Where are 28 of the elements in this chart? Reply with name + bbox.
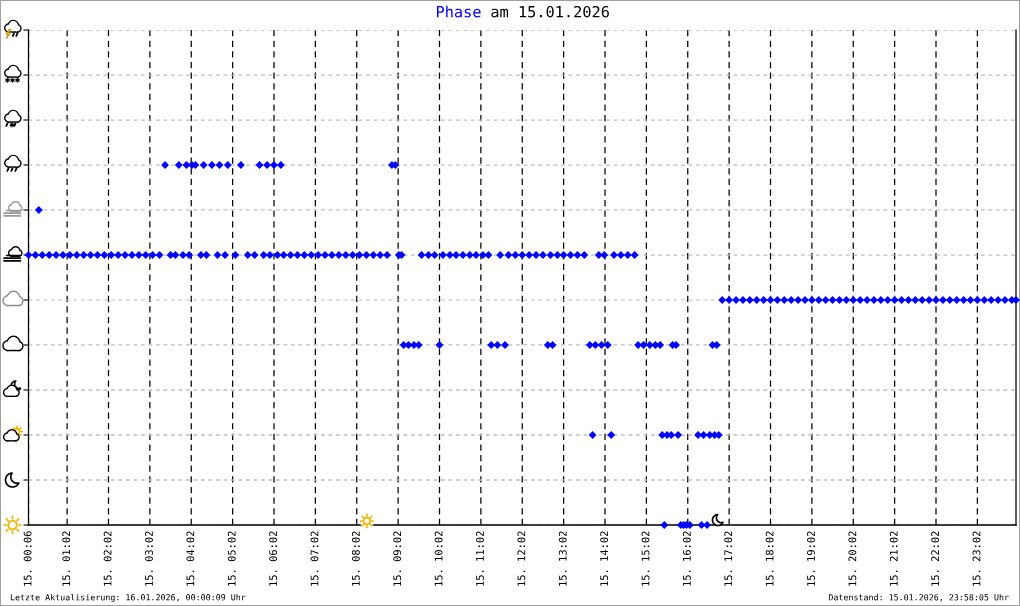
x-tick-label: 15. 22:02	[931, 531, 940, 586]
text: Phase	[437, 5, 481, 18]
x-tick-label: 15. 17:02	[724, 531, 733, 586]
chart-title: am 15.01.2026	[491, 5, 609, 18]
x-tick-label: 15. 09:02	[393, 531, 402, 586]
x-tick-label: 15. 15:02	[641, 531, 650, 586]
x-tick-label: 15. 02:02	[103, 531, 112, 586]
x-tick-label: 15. 07:02	[310, 531, 319, 586]
x-tick-label: 15. 04:02	[186, 531, 195, 586]
text: Datenstand: 15.01.2026, 23:58:05 Uhr	[828, 593, 1009, 602]
x-tick-label: 15. 20:02	[848, 531, 857, 586]
x-tick-label: 15. 01:02	[62, 531, 71, 586]
text: Letzte Aktualisierung: 16.01.2026, 00:00:09 Uhr	[10, 593, 246, 603]
x-tick-label: 15. 08:02	[351, 531, 360, 586]
x-tick-label: 15. 18:02	[765, 531, 774, 586]
x-tick-label: 15. 12:02	[517, 531, 526, 586]
x-tick-label: 15. 10:02	[434, 531, 443, 586]
x-tick-label: 15. 05:02	[227, 531, 236, 586]
x-tick-label: 15. 06:02	[269, 531, 278, 586]
x-tick-label: 15. 19:02	[807, 531, 815, 586]
x-tick-label: 15. 23:02	[972, 531, 981, 586]
x-tick-label: 15. 16:02	[682, 531, 691, 586]
x-tick-label: 15. 13:02	[558, 531, 567, 586]
x-tick-label: 15. 03:02	[145, 531, 153, 586]
x-tick-label: 15. 14:02	[600, 531, 609, 586]
x-tick-label: 15. 00:06	[23, 531, 32, 586]
x-tick-label: 15. 11:02	[476, 531, 484, 586]
x-tick-label: 15. 21:02	[889, 531, 898, 586]
